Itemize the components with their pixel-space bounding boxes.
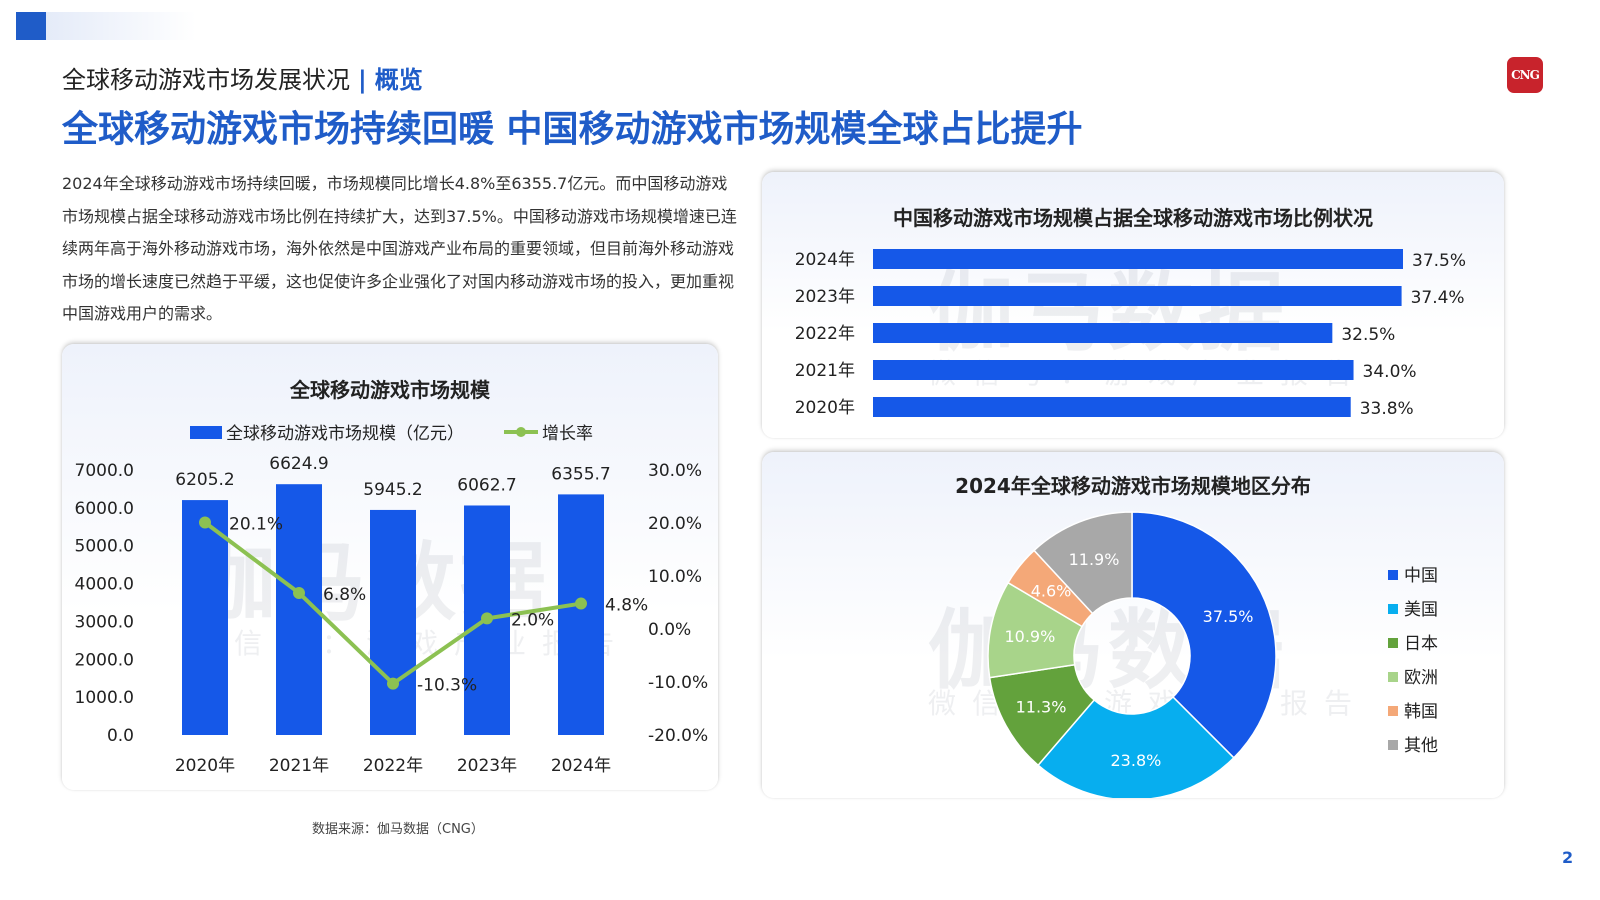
legend-swatch (1388, 706, 1398, 716)
donut-slice (1131, 511, 1277, 759)
page-headline: 全球移动游戏市场持续回暖 中国移动游戏市场规模全球占比提升 (62, 109, 1083, 150)
y2-tick-label: -20.0% (648, 726, 708, 746)
header-decoration-square (16, 12, 46, 40)
y-tick-label: 5000.0 (75, 537, 134, 557)
share-bar (873, 249, 1403, 269)
donut-slice (1033, 511, 1133, 615)
share-data-label: 37.5% (1412, 251, 1466, 271)
growth-rate-label: 6.8% (323, 585, 366, 605)
legend-swatch (1388, 604, 1398, 614)
section-title-text: 全球移动游戏市场发展状况 (62, 66, 350, 94)
section-separator: | (358, 66, 367, 94)
donut-data-label: 10.9% (1004, 627, 1055, 646)
global-market-chart-title: 全球移动游戏市场规模 (290, 378, 490, 402)
legend-label: 日本 (1404, 634, 1438, 654)
legend-label: 美国 (1404, 600, 1438, 620)
growth-rate-point (293, 586, 305, 599)
category-label: 2023年 (795, 287, 855, 307)
growth-rate-label: 2.0% (511, 610, 554, 630)
legend-label-growth-rate: 增长率 (542, 424, 593, 444)
logo-text: CNG (1511, 68, 1540, 82)
growth-rate-label: -10.3% (417, 676, 477, 696)
legend-label: 其他 (1404, 736, 1438, 756)
bar-market-size (182, 500, 228, 735)
bar-data-label: 5945.2 (363, 480, 422, 500)
donut-data-label: 11.9% (1069, 550, 1120, 569)
bar-data-label: 6624.9 (269, 454, 328, 474)
legend-swatch (1388, 740, 1398, 750)
y-tick-label: 2000.0 (75, 650, 134, 670)
x-tick-label: 2023年 (457, 756, 517, 776)
donut-data-label: 37.5% (1203, 607, 1254, 626)
x-tick-label: 2022年 (363, 756, 423, 776)
donut-data-label: 4.6% (1031, 582, 1072, 601)
y2-tick-label: 30.0% (648, 461, 702, 481)
legend-swatch-market-size (190, 426, 222, 439)
y-tick-label: 0.0 (107, 726, 134, 746)
header-decoration (16, 12, 196, 40)
y-tick-label: 4000.0 (75, 575, 134, 595)
y-tick-label: 7000.0 (75, 461, 134, 481)
growth-rate-point (387, 677, 399, 690)
growth-rate-label: 4.8% (605, 596, 648, 616)
legend-swatch (1388, 570, 1398, 580)
category-label: 2022年 (795, 324, 855, 344)
global-market-chart: 全球移动游戏市场规模（亿元） 增长率 7000.0 6000.0 5000.0 4000.… (75, 424, 709, 776)
growth-rate-point (199, 516, 211, 529)
region-distribution-chart-title: 2024年全球移动游戏市场规模地区分布 (955, 474, 1311, 498)
y2-tick-label: 0.0% (648, 620, 691, 640)
x-tick-label: 2024年 (551, 756, 611, 776)
donut-data-label: 23.8% (1111, 751, 1162, 770)
legend-label: 中国 (1404, 566, 1438, 586)
y-tick-label: 3000.0 (75, 612, 134, 632)
donut-slice (1037, 695, 1235, 798)
y-tick-label: 6000.0 (75, 499, 134, 519)
y2-tick-label: 10.0% (648, 567, 702, 587)
section-title: 全球移动游戏市场发展状况 | 概览 (62, 60, 423, 95)
growth-rate-point (575, 597, 587, 610)
share-bar (873, 397, 1351, 417)
y2-tick-label: 20.0% (648, 514, 702, 534)
bar-data-label: 6062.7 (457, 475, 516, 495)
region-distribution-chart: 37.5% 23.8% 11.3% 10.9% 4.6% 11.9% 中国美国日本欧洲韩国其… (987, 511, 1438, 798)
category-label: 2024年 (795, 250, 855, 270)
bar-data-label: 6355.7 (551, 464, 610, 484)
share-data-label: 32.5% (1341, 325, 1395, 345)
bar-market-size (370, 509, 416, 735)
growth-rate-point (481, 612, 493, 625)
category-label: 2021年 (795, 361, 855, 381)
intro-paragraph: 2024年全球移动游戏市场持续回暖，市场规模同比增长4.8%至6355.7亿元。… (62, 174, 737, 323)
bar-data-label: 6205.2 (175, 470, 234, 490)
share-bar (873, 360, 1354, 380)
share-bar (873, 286, 1402, 306)
legend-label-market-size: 全球移动游戏市场规模（亿元） (226, 424, 464, 444)
y-tick-label: 1000.0 (75, 688, 134, 708)
share-data-label: 37.4% (1411, 288, 1465, 308)
page-number: 2 (1562, 848, 1574, 867)
legend-label: 韩国 (1404, 702, 1438, 722)
bar-market-size (558, 494, 604, 735)
share-data-label: 34.0% (1363, 362, 1417, 382)
category-label: 2020年 (795, 398, 855, 418)
cng-logo: CNG (1507, 57, 1543, 93)
data-source: 数据来源：伽马数据（CNG） (312, 822, 484, 837)
y2-tick-label: -10.0% (648, 673, 708, 693)
growth-rate-label: 20.1% (229, 514, 283, 534)
china-share-chart: 2024年 37.5% 2023年 37.4% 2022年 32.5% 2021年 34.0%… (795, 249, 1466, 419)
share-data-label: 33.8% (1360, 399, 1414, 419)
legend-swatch (1388, 638, 1398, 648)
section-subtitle: 概览 (374, 66, 423, 94)
china-share-chart-title: 中国移动游戏市场规模占据全球移动游戏市场比例状况 (893, 206, 1373, 230)
share-bar (873, 323, 1333, 343)
legend-swatch (1388, 672, 1398, 682)
legend-label: 欧洲 (1404, 668, 1438, 688)
donut-data-label: 11.3% (1016, 697, 1067, 716)
legend-marker-growth-rate (516, 427, 526, 437)
x-tick-label: 2020年 (175, 756, 235, 776)
x-tick-label: 2021年 (269, 756, 329, 776)
